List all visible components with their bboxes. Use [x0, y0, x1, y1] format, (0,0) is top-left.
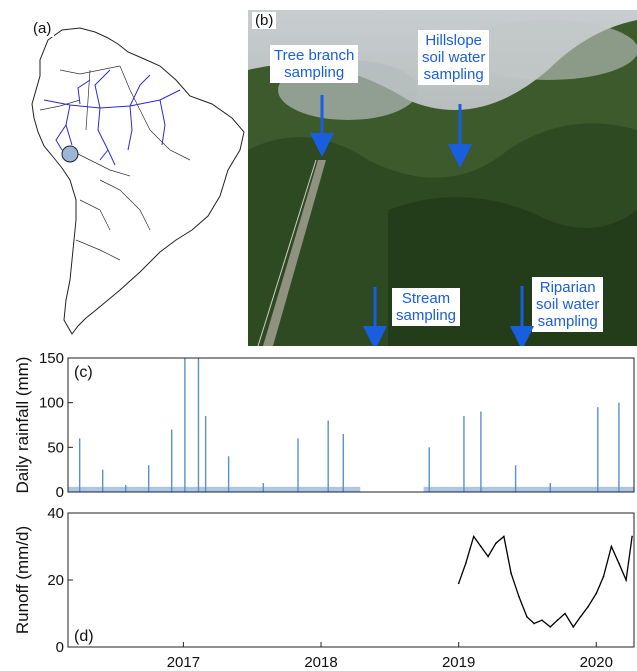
- south-america-map: [31, 27, 245, 335]
- rainfall-series: [68, 358, 634, 492]
- runoff-point: [572, 626, 575, 628]
- runoff-point: [480, 545, 482, 548]
- runoff-point: [618, 562, 620, 565]
- rainfall-chart: 0 50 100 150 Daily rainfall (mm) (c): [13, 350, 635, 500]
- runoff-point: [595, 592, 598, 595]
- runoff-ylabel: Runoff (mm/d): [13, 526, 32, 634]
- panel-c-label: (c): [74, 364, 93, 381]
- callout-hillslope: Hillslope soil water sampling: [418, 30, 490, 85]
- runoff-point: [510, 572, 512, 575]
- rainfall-ylabel: Daily rainfall (mm): [13, 357, 32, 494]
- runoff-point: [533, 622, 535, 625]
- callout-riparian: Riparian soil water sampling: [532, 277, 604, 332]
- runoff-point: [472, 535, 475, 538]
- runoff-point: [587, 606, 589, 608]
- runoff-point: [556, 619, 559, 621]
- runoff-axes-box: [67, 512, 635, 648]
- runoff-point: [549, 626, 552, 628]
- runoff-point: [457, 582, 460, 585]
- runoff-chart: 0 20 40 2017 2018 2019 2020 Runoff (mm/d) (d): [13, 505, 635, 671]
- continent-outline: [31, 27, 245, 335]
- callout-tree-branch: Tree branch sampling: [270, 45, 359, 83]
- runoff-series: [457, 535, 633, 629]
- runoff-line: [458, 535, 633, 629]
- runoff-point: [625, 579, 627, 581]
- runoff-point: [610, 545, 613, 548]
- runoff-point: [518, 595, 520, 598]
- panel-d-label: (d): [74, 628, 94, 645]
- rainfall-ytick-label: 100: [39, 395, 64, 412]
- runoff-xtick-label: 2020: [580, 654, 613, 671]
- panel-a-label: (a): [30, 20, 55, 37]
- runoff-xtick-label: 2019: [442, 654, 475, 671]
- runoff-ytick-label: 20: [47, 572, 64, 589]
- callout-stream: Stream sampling: [392, 288, 461, 326]
- runoff-point: [495, 542, 497, 544]
- runoff-xtick-label: 2017: [167, 654, 200, 671]
- map-panel: (a): [0, 0, 245, 345]
- study-site-marker: [61, 145, 79, 163]
- runoff-point: [503, 535, 505, 538]
- runoff-point: [564, 612, 566, 615]
- rainfall-axes-box: [67, 357, 635, 493]
- runoff-point: [487, 555, 489, 558]
- rainfall-ytick-label: 150: [39, 350, 64, 367]
- panel-b-label: (b): [252, 12, 277, 29]
- runoff-xtick-label: 2018: [304, 654, 337, 671]
- runoff-point: [602, 575, 605, 578]
- runoff-ytick-label: 40: [47, 505, 64, 522]
- amazon-rivers: [43, 69, 181, 166]
- runoff-ytick-label: 0: [56, 639, 64, 656]
- runoff-point: [465, 562, 467, 565]
- rainfall-ytick-label: 50: [47, 439, 64, 456]
- runoff-point: [631, 535, 633, 538]
- rainfall-ytick-label: 0: [56, 484, 64, 500]
- runoff-point: [541, 619, 543, 621]
- runoff-point: [579, 616, 582, 618]
- runoff-point: [526, 616, 528, 618]
- country-borders: [39, 65, 191, 261]
